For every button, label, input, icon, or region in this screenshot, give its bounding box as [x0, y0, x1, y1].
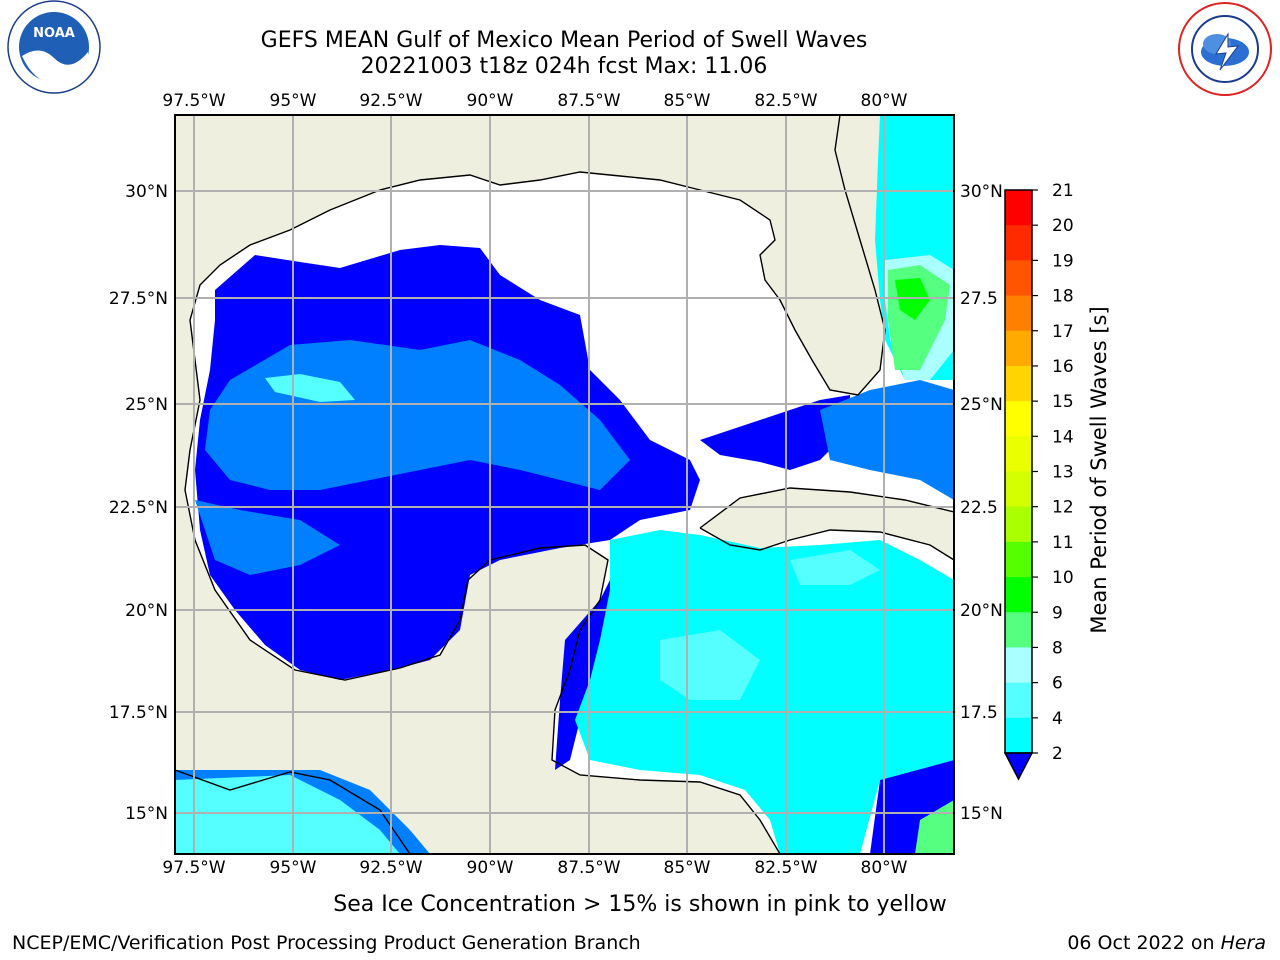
lat-label: 27.5 [960, 289, 998, 309]
lon-label: 95°W [270, 858, 317, 878]
colorbar-segment [1005, 682, 1032, 719]
swell-2-4s-east [700, 395, 850, 470]
lon-labels-bottom: 97.5°W 95°W 92.5°W 90°W 87.5°W 85°W 82.5… [162, 858, 907, 878]
coastline-gulf [184, 115, 886, 854]
colorbar-segment [1005, 225, 1032, 261]
coastline-bay [175, 769, 411, 854]
lat-label: 17.5 [960, 703, 998, 723]
colorbar-tick-label: 21 [1052, 181, 1074, 201]
colorbar-tick-label: 19 [1052, 251, 1074, 271]
colorbar-segment [1005, 612, 1032, 648]
lat-label: 15°N [960, 804, 1003, 824]
colorbar-segment [1005, 717, 1032, 754]
colorbar-tick-label: 14 [1052, 427, 1074, 447]
lon-label: 82.5°W [754, 858, 817, 878]
colorbar-segment [1005, 647, 1032, 684]
noaa-logo-text: NOAA [33, 26, 75, 41]
swell-4-6s-west [195, 500, 340, 575]
colorbar-segment [1005, 365, 1032, 402]
colorbar-tick-label: 16 [1052, 357, 1074, 377]
nws-logo [1178, 2, 1272, 96]
colorbar-segment [1005, 330, 1032, 367]
lon-label: 82.5°W [754, 91, 817, 111]
lat-label: 17.5°N [109, 703, 168, 723]
lon-label: 95°W [270, 91, 317, 111]
lon-label: 90°W [467, 91, 514, 111]
lon-label: 85°W [664, 91, 711, 111]
credit-date-text: 06 Oct 2022 on [1067, 932, 1221, 954]
colorbar-segment [1005, 541, 1032, 578]
colorbar-label: Mean Period of Swell Waves [s] [1087, 306, 1111, 633]
colorbar: 21 20 19 18 17 16 15 14 13 12 11 10 9 8 6 4 2 [1003, 181, 1074, 781]
colorbar-tick-label: 20 [1052, 216, 1074, 236]
lon-label: 80°W [861, 858, 908, 878]
colorbar-tick-label: 2 [1052, 744, 1063, 764]
colorbar-tick-label: 10 [1052, 568, 1074, 588]
colorbar-segment [1005, 295, 1032, 332]
colorbar-segment [1005, 260, 1032, 297]
coastline-cuba [699, 487, 954, 561]
map-area [175, 115, 954, 854]
colorbar-tick-label: 17 [1052, 322, 1074, 342]
map-frame [174, 114, 955, 855]
swell-6-8s-bay [175, 775, 400, 854]
credit-machine: Hera [1220, 932, 1266, 954]
lat-label: 25°N [960, 395, 1003, 415]
map-title: GEFS MEAN Gulf of Mexico Mean Period of … [260, 28, 868, 53]
lon-label: 87.5°W [557, 91, 620, 111]
lat-label: 22.5°N [109, 498, 168, 518]
lat-label: 27.5°N [109, 289, 168, 309]
colorbar-tick-label: 11 [1052, 533, 1074, 553]
lon-labels-top: 97.5°W 95°W 92.5°W 90°W 87.5°W 85°W 82.5… [162, 91, 907, 111]
colorbar-tick-label: 12 [1052, 498, 1074, 518]
lat-label: 30°N [960, 182, 1003, 202]
graticule [175, 115, 954, 854]
lon-label: 92.5°W [359, 858, 422, 878]
colorbar-segment [1005, 577, 1032, 613]
colorbar-tick-label: 4 [1052, 709, 1063, 729]
colorbar-tick-label: 15 [1052, 392, 1074, 412]
lat-label: 20°N [960, 601, 1003, 621]
noaa-logo: NOAA [7, 0, 101, 94]
lat-labels-left: 30°N 27.5°N 25°N 22.5°N 20°N 17.5°N 15°N [109, 182, 168, 824]
colorbar-segment [1005, 506, 1032, 543]
lat-labels-right: 30°N 27.5 25°N 22.5 20°N 17.5 15°N [960, 182, 1003, 824]
sea-ice-note: Sea Ice Concentration > 15% is shown in … [333, 892, 947, 917]
credit-date: 06 Oct 2022 on Hera [1067, 932, 1266, 954]
colorbar-segment [1005, 436, 1032, 472]
colorbar-tick-label: 13 [1052, 463, 1074, 483]
lat-label: 22.5 [960, 498, 998, 518]
credit-branch: NCEP/EMC/Verification Post Processing Pr… [12, 932, 641, 954]
lon-label: 97.5°W [162, 858, 225, 878]
colorbar-segment [1005, 471, 1032, 508]
swell-4-6s-straits [820, 380, 954, 500]
swell-8-9s-patch-2 [790, 550, 880, 585]
map-subtitle: 20221003 t18z 024h fcst Max: 11.06 [360, 54, 768, 79]
lon-label: 85°W [664, 858, 711, 878]
colorbar-segment [1005, 401, 1032, 437]
colorbar-tick-label: 9 [1052, 603, 1063, 623]
land-florida [795, 115, 885, 395]
colorbar-tick-label: 6 [1052, 674, 1063, 694]
lat-label: 20°N [125, 601, 168, 621]
lon-label: 80°W [861, 91, 908, 111]
lon-label: 92.5°W [359, 91, 422, 111]
lat-label: 30°N [125, 182, 168, 202]
lon-label: 97.5°W [162, 91, 225, 111]
swell-8-9s-patch-3 [265, 374, 355, 402]
lon-label: 87.5°W [557, 858, 620, 878]
lon-label: 90°W [467, 858, 514, 878]
colorbar-tick-label: 18 [1052, 287, 1074, 307]
colorbar-segment [1005, 190, 1032, 226]
swell-8-9s-patch [660, 630, 760, 700]
lat-label: 25°N [125, 395, 168, 415]
colorbar-extend-arrow [1003, 752, 1034, 781]
lat-label: 15°N [125, 804, 168, 824]
colorbar-tick-label: 8 [1052, 638, 1063, 658]
